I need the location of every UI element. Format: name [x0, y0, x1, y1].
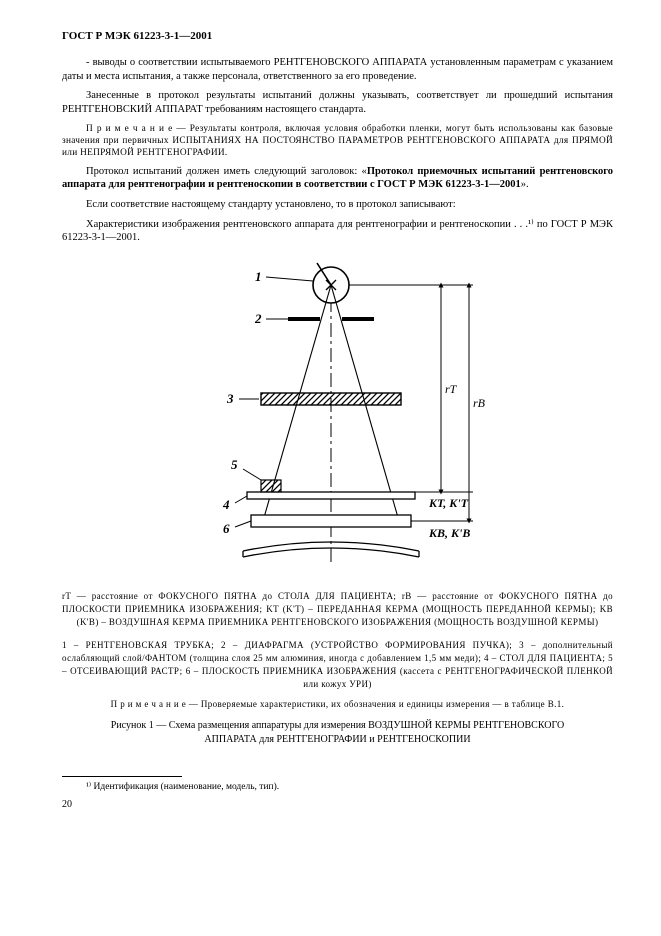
dim-KB: KB, K'B [428, 526, 470, 540]
page-number: 20 [62, 799, 613, 810]
dim-KT: KT, K'T [428, 496, 469, 510]
page: ГОСТ Р МЭК 61223-3-1—2001 - выводы о соо… [0, 0, 661, 830]
dim-rB: rB [473, 396, 486, 410]
text: ». [521, 179, 529, 190]
paragraph: Протокол испытаний должен иметь следующи… [62, 165, 613, 192]
fig-label-1: 1 [255, 269, 262, 284]
fig-label-2: 2 [254, 311, 262, 326]
doc-header: ГОСТ Р МЭК 61223-3-1—2001 [62, 30, 613, 42]
fig-label-4: 4 [222, 497, 230, 512]
fig-label-5: 5 [231, 457, 238, 472]
fig-label-3: 3 [226, 391, 234, 406]
paragraph: Характеристики изображения рентгеновског… [62, 218, 613, 245]
dim-rT: rT [445, 382, 458, 396]
paragraph: Занесенные в протокол результаты испытан… [62, 89, 613, 116]
diagram-svg: 1 2 3 4 5 [143, 255, 533, 575]
figure-caption-legend: 1 – РЕНТГЕНОВСКАЯ ТРУБКА; 2 – ДИАФРАГМА … [62, 639, 613, 691]
footnote: ¹⁾ Идентификация (наименование, модель, … [62, 781, 613, 793]
figure-caption-note: П р и м е ч а н и е — Проверяемые характ… [62, 699, 613, 711]
fig-label-6: 6 [223, 521, 230, 536]
paragraph: - выводы о соответствии испытываемого РЕ… [62, 56, 613, 83]
paragraph: Если соответствие настоящему стандарту у… [62, 198, 613, 212]
footnote-rule [62, 776, 182, 777]
note: П р и м е ч а н и е — Результаты контрол… [62, 123, 613, 159]
figure: 1 2 3 4 5 [62, 255, 613, 580]
figure-title: Рисунок 1 — Схема размещения аппаратуры … [62, 719, 613, 746]
text: АППАРАТА для РЕНТГЕНОГРАФИИ и РЕНТГЕНОСК… [204, 734, 470, 745]
text: Рисунок 1 — Схема размещения аппаратуры … [111, 720, 564, 731]
figure-caption-defs: rT — расстояние от ФОКУСНОГО ПЯТНА до СТ… [62, 590, 613, 629]
text: Протокол испытаний должен иметь следующи… [86, 166, 367, 177]
